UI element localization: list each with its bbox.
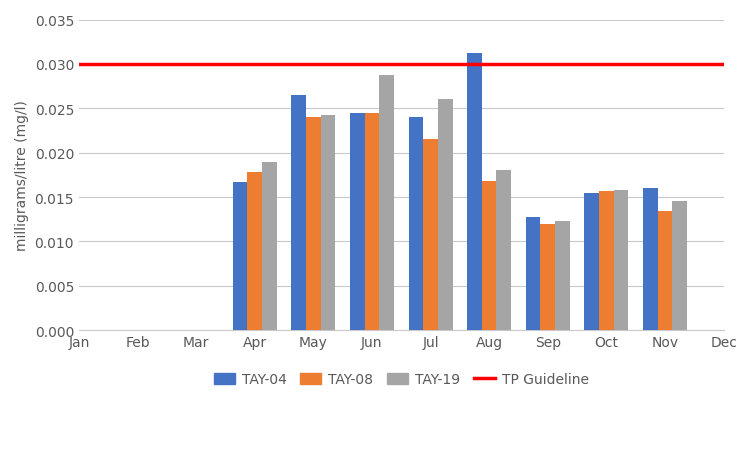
- Bar: [247, 173, 262, 331]
- Bar: [291, 96, 306, 331]
- Bar: [408, 118, 423, 331]
- Bar: [233, 183, 247, 331]
- Bar: [614, 190, 629, 331]
- Bar: [306, 118, 320, 331]
- Bar: [658, 212, 672, 331]
- Legend: TAY-04, TAY-08, TAY-19, TP Guideline: TAY-04, TAY-08, TAY-19, TP Guideline: [208, 367, 594, 392]
- Bar: [584, 193, 599, 331]
- Bar: [467, 54, 482, 331]
- Bar: [526, 218, 541, 331]
- Bar: [379, 75, 394, 331]
- Bar: [423, 140, 438, 331]
- Bar: [541, 224, 555, 331]
- Bar: [320, 116, 335, 331]
- Bar: [365, 114, 379, 331]
- Bar: [643, 189, 658, 331]
- Bar: [262, 162, 277, 331]
- Bar: [672, 201, 687, 331]
- Bar: [496, 170, 511, 331]
- Bar: [482, 182, 496, 331]
- Bar: [555, 221, 570, 331]
- Bar: [599, 191, 614, 331]
- Bar: [350, 114, 365, 331]
- Y-axis label: milligrams/litre (mg/l): milligrams/litre (mg/l): [15, 100, 29, 251]
- Bar: [438, 100, 453, 331]
